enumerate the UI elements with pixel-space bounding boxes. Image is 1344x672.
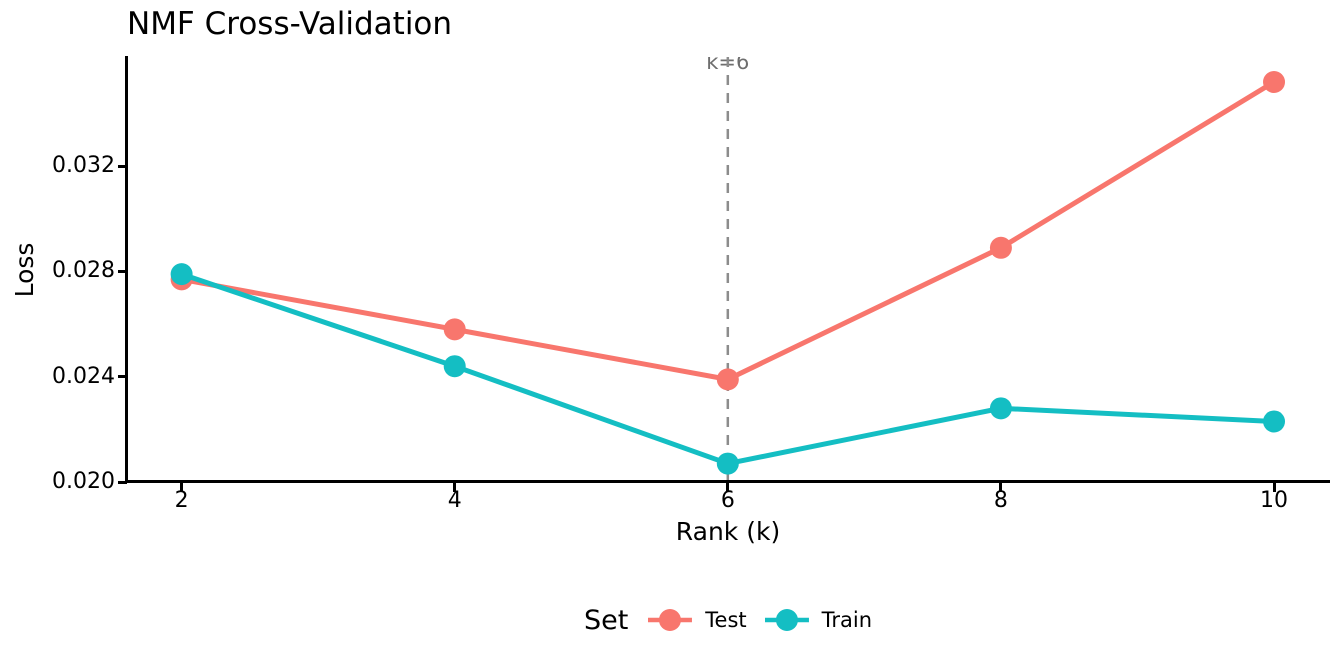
x-axis-label: Rank (k)	[675, 517, 781, 546]
legend-entry-train: Train	[764, 605, 873, 635]
legend-key-marker	[659, 609, 682, 631]
y-tick-label: 0.024	[52, 363, 115, 389]
x-tick-mark	[999, 483, 1003, 492]
data-point-test	[443, 318, 466, 341]
x-tick-mark	[180, 483, 184, 492]
x-tick-mark	[453, 483, 457, 492]
x-tick-label: 2	[174, 488, 189, 513]
y-tick-mark	[118, 269, 127, 273]
chart-title: NMF Cross-Validation	[127, 6, 453, 42]
data-point-train	[716, 452, 739, 475]
legend-key-icon	[648, 609, 693, 631]
data-point-train	[443, 355, 466, 378]
x-tick-mark	[1272, 483, 1276, 492]
y-tick-label: 0.028	[52, 258, 115, 284]
y-tick-label: 0.032	[52, 153, 115, 179]
data-point-test	[1263, 71, 1286, 93]
x-axis-line	[125, 480, 1330, 483]
x-tick-label: 10	[1260, 488, 1288, 513]
legend-key-icon	[764, 609, 809, 631]
y-tick-mark	[118, 164, 127, 168]
legend: Set Test Train	[584, 598, 872, 642]
plot-area: k=6	[127, 57, 1330, 482]
x-tick-label: 8	[993, 488, 1008, 513]
series-plot-svg	[170, 57, 1286, 482]
y-tick-mark	[118, 375, 127, 379]
y-axis-line	[125, 56, 128, 483]
x-tick-label: 4	[447, 488, 462, 513]
y-tick-label: 0.020	[52, 469, 115, 494]
legend-entry-label: Train	[821, 608, 873, 632]
data-point-test	[989, 236, 1012, 259]
legend-title: Set	[583, 604, 629, 636]
x-tick-mark	[726, 483, 730, 492]
legend-key-marker	[775, 609, 798, 631]
data-point-train	[170, 263, 193, 286]
legend-entry-test: Test	[648, 605, 747, 635]
data-point-test	[716, 368, 739, 391]
x-tick-label: 6	[720, 488, 735, 513]
data-point-train	[1263, 410, 1286, 433]
legend-entry-label: Test	[705, 608, 747, 632]
y-tick-mark	[118, 480, 127, 484]
data-point-train	[989, 397, 1012, 420]
